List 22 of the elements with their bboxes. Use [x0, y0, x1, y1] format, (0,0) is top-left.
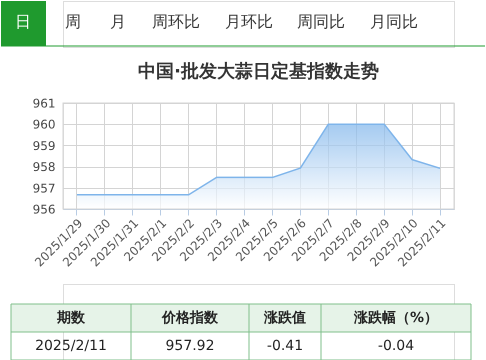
y-tick-label: 961 [32, 96, 56, 110]
text: 周 [65, 12, 81, 31]
text: 月环比 [225, 12, 273, 31]
y-tick-label: 956 [32, 202, 56, 216]
text: 周环比 [152, 12, 200, 31]
text: 价格指数 [161, 310, 219, 326]
text: 957.92 [166, 338, 214, 354]
text: 涨跌值 [263, 310, 306, 326]
text: 周同比 [297, 12, 345, 31]
text: -0.04 [378, 338, 414, 354]
y-tick-label: 960 [32, 118, 56, 132]
text: 期数 [56, 310, 86, 326]
y-tick-label: 957 [32, 181, 56, 196]
text: 涨跌幅（%） [352, 310, 438, 326]
y-tick-label: 959 [32, 138, 56, 153]
text: 月同比 [370, 12, 418, 31]
text: 2025/2/11 [35, 338, 107, 354]
text: 月 [110, 12, 126, 31]
y-tick-label: 958 [32, 160, 56, 174]
text: 日 [15, 12, 31, 31]
text: -0.41 [266, 338, 304, 354]
chart-title: 中国·批发大蒜日定基指数走势 [138, 61, 379, 82]
